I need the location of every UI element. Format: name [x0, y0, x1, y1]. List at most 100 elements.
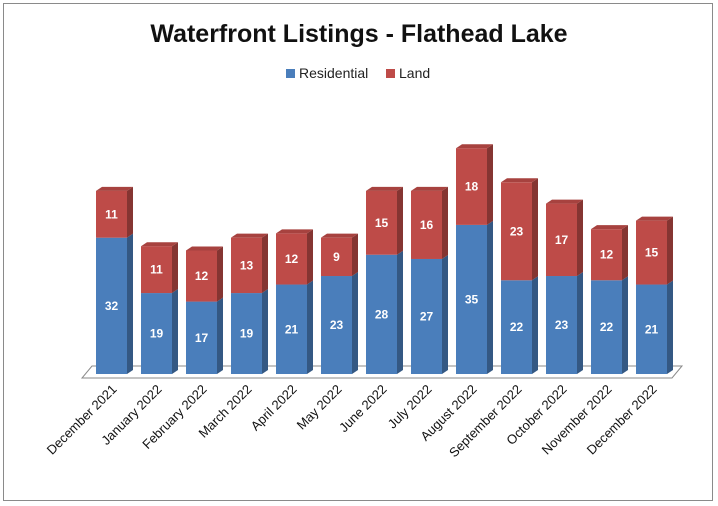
bar-residential-july-2022: [411, 254, 448, 374]
bar-side: [532, 276, 538, 374]
bar-side: [127, 186, 133, 238]
bar-land-september-2022: [501, 178, 538, 281]
bar-front: [96, 190, 127, 238]
data-label-land-june-2022: 15: [375, 216, 389, 230]
legend: Residential Land: [286, 65, 430, 81]
bar-front: [501, 182, 532, 281]
bar-front: [411, 190, 442, 259]
data-label-land-april-2022: 12: [285, 252, 299, 266]
data-label-land-september-2022: 23: [510, 224, 524, 238]
data-label-land-february-2022: 12: [195, 269, 209, 283]
data-label-residential-july-2022: 27: [420, 309, 434, 323]
data-label-land-may-2022: 9: [333, 250, 340, 264]
bar-front: [366, 190, 397, 255]
data-label-land-october-2022: 17: [555, 233, 569, 247]
bar-front: [546, 203, 577, 277]
data-label-residential-october-2022: 23: [555, 318, 569, 332]
bar-land-january-2022: [141, 242, 178, 294]
bar-residential-august-2022: [456, 220, 493, 374]
bar-front: [456, 148, 487, 225]
data-label-residential-may-2022: 23: [330, 318, 344, 332]
bar-residential-june-2022: [366, 250, 403, 374]
bar-top: [546, 199, 583, 204]
bar-side: [397, 186, 403, 255]
bar-residential-december-2022: [636, 280, 673, 374]
chart-title: Waterfront Listings - Flathead Lake: [150, 20, 567, 48]
bar-side: [442, 254, 448, 374]
bar-side: [577, 272, 583, 374]
bar-side: [667, 280, 673, 374]
data-label-residential-february-2022: 17: [195, 331, 209, 345]
bars: [96, 144, 673, 374]
bar-front: [591, 229, 622, 281]
data-label-residential-september-2022: 22: [510, 320, 524, 334]
bar-side: [262, 233, 268, 294]
bar-front: [456, 224, 487, 374]
bar-front: [546, 276, 577, 374]
bar-side: [397, 250, 403, 374]
tick-label-june-2022: June 2022: [336, 382, 390, 436]
bar-side: [622, 276, 628, 374]
bar-land-december-2021: [96, 186, 133, 238]
data-label-residential-march-2022: 19: [240, 327, 254, 341]
bar-side: [442, 186, 448, 259]
bar-side: [352, 233, 358, 277]
bar-side: [352, 272, 358, 374]
bar-residential-november-2022: [591, 276, 628, 374]
bar-side: [127, 233, 133, 374]
bar-front: [366, 254, 397, 374]
bar-front: [186, 250, 217, 302]
data-label-residential-december-2022: 21: [645, 322, 659, 336]
bar-land-april-2022: [276, 229, 313, 285]
bar-residential-january-2022: [141, 289, 178, 374]
bar-side: [217, 297, 223, 374]
bar-front: [231, 293, 262, 374]
bar-land-february-2022: [186, 246, 223, 302]
bar-front: [276, 233, 307, 285]
bar-residential-february-2022: [186, 297, 223, 374]
bar-land-june-2022: [366, 186, 403, 255]
bar-top: [321, 233, 358, 238]
bar-side: [217, 246, 223, 302]
bar-residential-may-2022: [321, 272, 358, 374]
data-label-residential-august-2022: 35: [465, 292, 479, 306]
bar-front: [636, 220, 667, 285]
bar-side: [577, 199, 583, 277]
legend-swatch-land: [386, 69, 395, 78]
legend-label-land: Land: [399, 65, 430, 81]
bar-top: [591, 225, 628, 230]
bar-side: [307, 229, 313, 285]
bar-front: [141, 246, 172, 294]
bar-land-august-2022: [456, 144, 493, 225]
bar-side: [487, 144, 493, 225]
bar-side: [622, 225, 628, 281]
bar-side: [172, 289, 178, 374]
bar-top: [96, 186, 133, 191]
bar-residential-september-2022: [501, 276, 538, 374]
bar-front: [276, 284, 307, 374]
bar-land-july-2022: [411, 186, 448, 259]
bar-top: [141, 242, 178, 247]
bar-side: [262, 289, 268, 374]
data-label-land-july-2022: 16: [420, 218, 434, 232]
legend-label-residential: Residential: [299, 65, 368, 81]
bar-side: [487, 220, 493, 374]
data-label-land-march-2022: 13: [240, 258, 254, 272]
bar-land-october-2022: [546, 199, 583, 277]
bar-side: [532, 178, 538, 281]
bar-front: [501, 280, 532, 374]
bar-front: [141, 293, 172, 374]
bar-front: [411, 258, 442, 374]
data-label-residential-june-2022: 28: [375, 307, 389, 321]
bar-top: [411, 186, 448, 191]
data-label-residential-april-2022: 21: [285, 322, 299, 336]
bar-front: [96, 237, 127, 374]
data-label-land-january-2022: 11: [150, 263, 163, 277]
bar-top: [636, 216, 673, 221]
bar-residential-march-2022: [231, 289, 268, 374]
bar-land-december-2022: [636, 216, 673, 285]
data-label-land-august-2022: 18: [465, 180, 479, 194]
data-label-residential-december-2021: 32: [105, 299, 119, 313]
